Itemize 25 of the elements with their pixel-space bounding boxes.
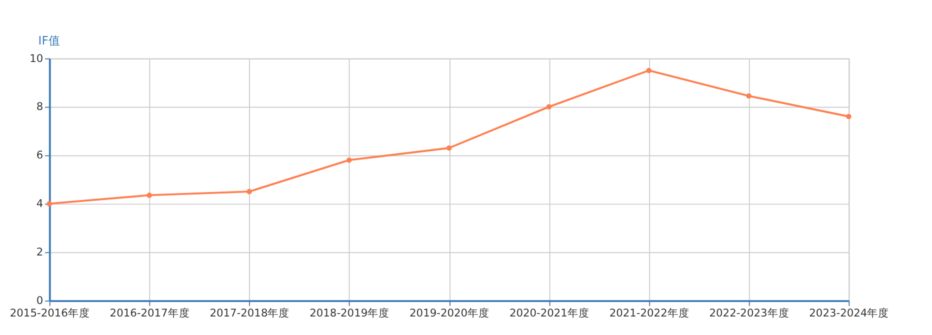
point xyxy=(846,114,852,120)
x-tick-label: 2023-2024年度 xyxy=(809,306,890,320)
y-tick-label: 8 xyxy=(36,100,44,114)
point xyxy=(146,192,152,198)
point xyxy=(546,104,552,110)
point xyxy=(246,188,252,194)
y-tick-label: 10 xyxy=(30,52,44,65)
x-tick-label: 2017-2018年度 xyxy=(210,306,290,320)
y-tick-label: 4 xyxy=(36,197,44,210)
y-tick-label: 2 xyxy=(36,246,44,259)
point xyxy=(346,157,352,163)
x-tick-label: 2022-2023年度 xyxy=(709,306,790,320)
x-tick-label: 2020-2021年度 xyxy=(509,306,590,320)
x-tick-label: 2015-2016年度 xyxy=(10,306,90,320)
x-tick-label: 2019-2020年度 xyxy=(410,306,490,320)
y-tick-label: 0 xyxy=(36,294,44,307)
point xyxy=(446,145,452,151)
x-tick-label: 2021-2022年度 xyxy=(609,306,690,320)
point xyxy=(746,93,752,99)
point xyxy=(646,68,652,74)
y-tick-label: 6 xyxy=(36,148,44,162)
point xyxy=(46,201,52,206)
x-tick-label: 2018-2019年度 xyxy=(310,306,390,320)
y-axis-title: IF值 xyxy=(38,33,60,48)
x-tick-label: 2016-2017年度 xyxy=(110,306,190,320)
